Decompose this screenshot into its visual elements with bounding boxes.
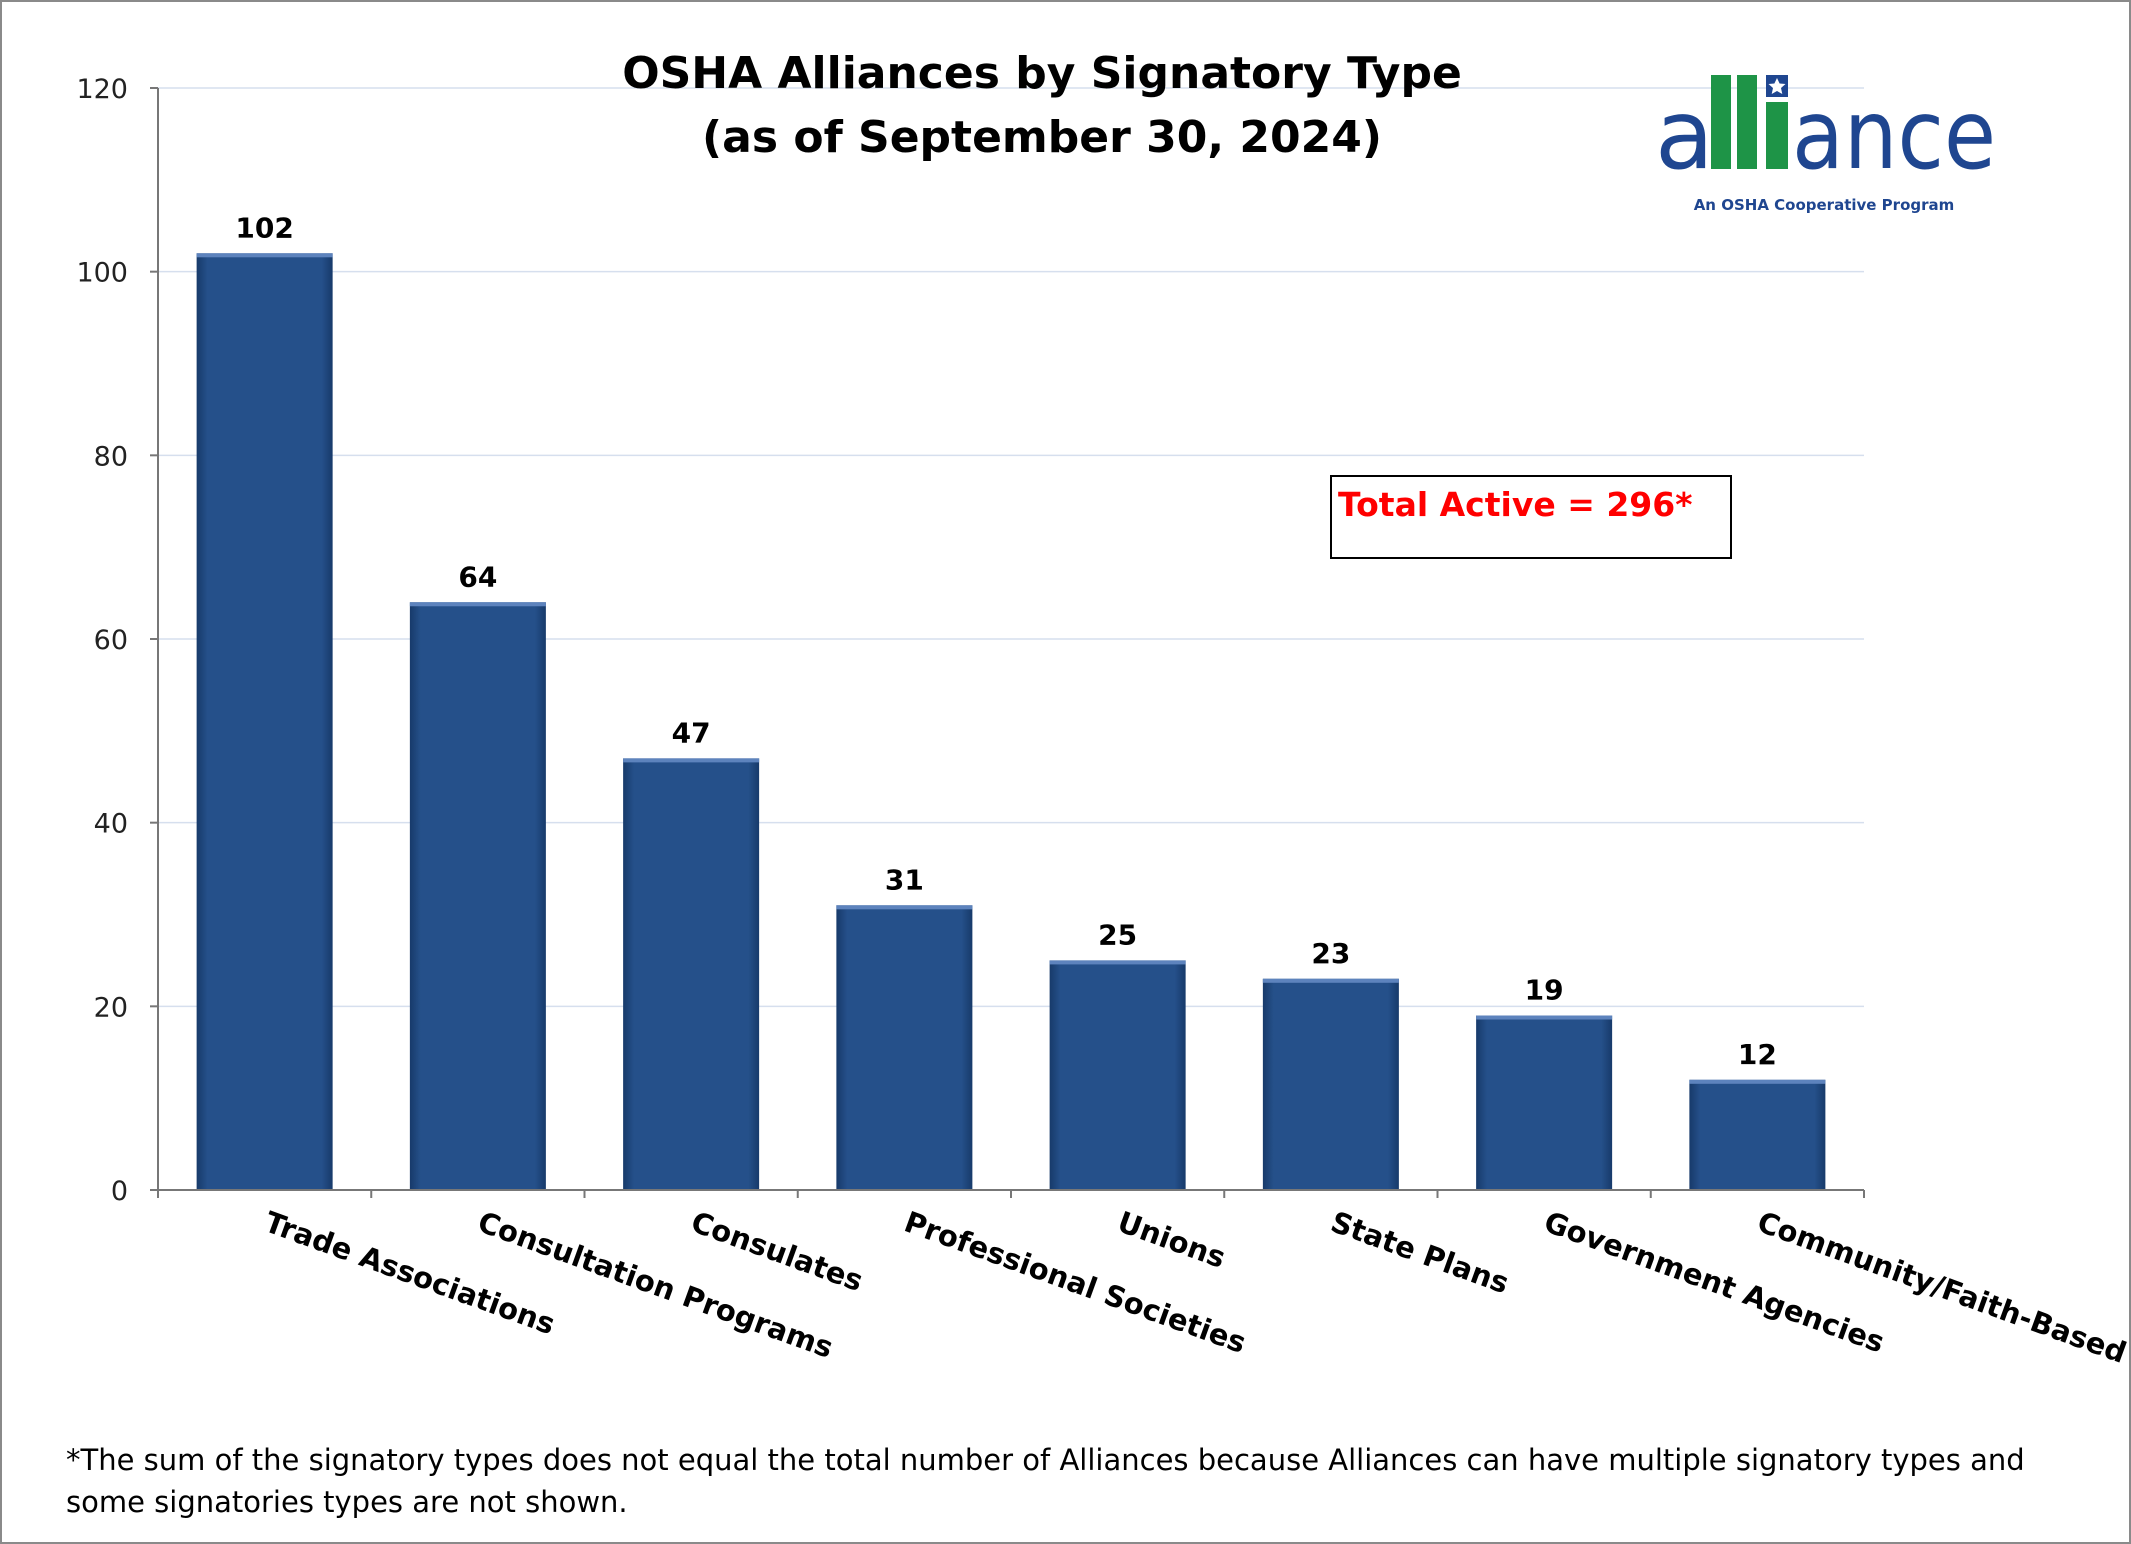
data-label: 25 <box>1098 918 1137 951</box>
bar-top-highlight <box>1262 978 1399 983</box>
footnote-line-2: some signatories types are not shown. <box>66 1485 628 1519</box>
x-category-label: Consultation Programs <box>473 1205 837 1365</box>
y-tick-label: 80 <box>94 441 128 472</box>
chart-title: OSHA Alliances by Signatory Type <box>622 48 1462 99</box>
y-tick-label: 120 <box>76 74 128 105</box>
footnote-line-1: *The sum of the signatory types does not… <box>66 1443 2025 1477</box>
chart-subtitle: (as of September 30, 2024) <box>702 112 1382 163</box>
data-label: 23 <box>1311 937 1350 970</box>
bar <box>409 602 546 1190</box>
data-label: 64 <box>458 560 497 593</box>
data-label: 102 <box>235 211 293 244</box>
bar <box>196 253 333 1191</box>
y-tick-label: 0 <box>111 1176 128 1207</box>
bars: 102 64 47 31 25 23 19 12 <box>196 211 1826 1191</box>
data-label: 31 <box>885 863 924 896</box>
bar-top-highlight <box>1689 1079 1826 1084</box>
y-tick-label: 20 <box>94 992 128 1023</box>
logo-green-bar <box>1766 102 1788 169</box>
bar-top-highlight <box>409 602 546 607</box>
data-label: 47 <box>672 716 711 749</box>
bar-top-highlight <box>1049 960 1186 965</box>
y-tick-label: 60 <box>94 625 128 656</box>
x-category-label: Government Agencies <box>1540 1205 1889 1360</box>
data-label: 19 <box>1525 974 1564 1007</box>
logo-green-bar <box>1737 75 1757 169</box>
bar <box>836 905 973 1190</box>
data-label: 12 <box>1738 1038 1777 1071</box>
total-annotation: Total Active = 296* <box>1330 475 1732 559</box>
logo-letters-ance: ance <box>1792 79 1996 191</box>
y-tick-label: 100 <box>76 258 128 289</box>
x-category-label: State Plans <box>1326 1205 1513 1301</box>
annotation-box <box>1330 475 1732 559</box>
bar-top-highlight <box>836 905 973 910</box>
bar-top-highlight <box>196 253 333 258</box>
logo-tagline: An OSHA Cooperative Program <box>1694 196 1955 214</box>
x-category-label: Consulates <box>687 1205 868 1299</box>
bar <box>1689 1079 1826 1190</box>
bar <box>1049 960 1186 1190</box>
bar <box>1262 978 1399 1190</box>
x-category-label: Professional Societies <box>900 1205 1251 1360</box>
x-category-label: Unions <box>1113 1205 1230 1275</box>
y-tick-label: 40 <box>94 809 128 840</box>
bar-top-highlight <box>623 758 760 763</box>
logo-green-bar <box>1711 75 1731 169</box>
alliance-logo: a ance An OSHA Cooperative Program <box>1655 75 1996 214</box>
bar-top-highlight <box>1476 1015 1613 1020</box>
annotation-text: Total Active = 296* <box>1338 485 1693 524</box>
bar <box>1476 1015 1613 1190</box>
logo-letter-a: a <box>1655 79 1714 191</box>
bar <box>623 758 760 1190</box>
star-icon <box>1768 78 1786 94</box>
